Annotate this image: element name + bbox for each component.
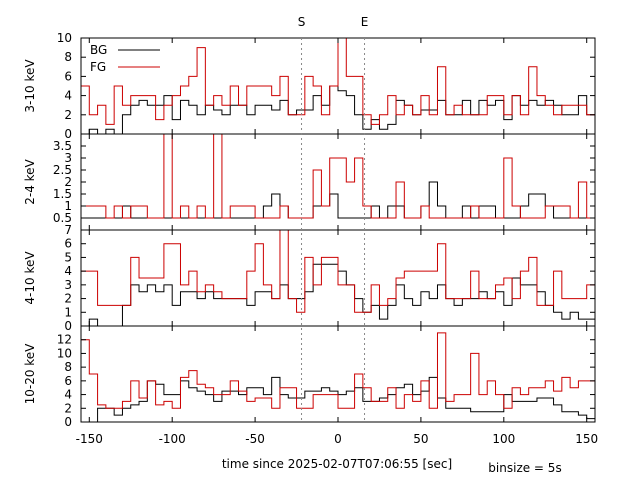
y-tick-label: 6 bbox=[64, 237, 72, 251]
marker-label: E bbox=[361, 15, 369, 29]
y-axis-label: 10-20 keV bbox=[23, 343, 37, 405]
y-tick-label: 6 bbox=[64, 374, 72, 388]
y-tick-label: 0.5 bbox=[53, 211, 72, 225]
y-tick-label: 2.5 bbox=[53, 163, 72, 177]
y-tick-label: 8 bbox=[64, 50, 72, 64]
y-tick-label: 3.5 bbox=[53, 139, 72, 153]
y-tick-label: 2 bbox=[64, 175, 72, 189]
marker-label: S bbox=[298, 15, 306, 29]
y-tick-label: 4 bbox=[64, 89, 72, 103]
panel-1: 0.511.522.533.5 2-4 keV bbox=[23, 133, 596, 231]
x-axis-label: time since 2025-02-07T07:06:55 [sec] bbox=[222, 457, 452, 471]
y-tick-label: 1.5 bbox=[53, 187, 72, 201]
legend-label: BG bbox=[90, 43, 107, 57]
y-tick-label: 12 bbox=[57, 333, 72, 347]
y-tick-label: 7 bbox=[64, 223, 72, 237]
y-axis-label: 4-10 keV bbox=[23, 251, 37, 305]
y-tick-label: 2 bbox=[64, 108, 72, 122]
panel-0: 0 2 4 6 8 10 3-10 keV BG FG bbox=[23, 31, 596, 141]
y-tick-label: 3 bbox=[64, 151, 72, 165]
legend: BG FG bbox=[90, 43, 160, 74]
x-tick-label: 50 bbox=[413, 432, 428, 446]
y-tick-label: 5 bbox=[64, 250, 72, 264]
y-tick-label: 10 bbox=[57, 346, 72, 360]
legend-label: FG bbox=[90, 60, 106, 74]
series-bg-line bbox=[81, 181, 595, 219]
y-tick-label: 8 bbox=[64, 360, 72, 374]
y-tick-label: 2 bbox=[64, 292, 72, 306]
y-tick-label: 6 bbox=[64, 69, 72, 83]
series-fg-line bbox=[81, 230, 595, 313]
y-tick-label: 2 bbox=[64, 401, 72, 415]
y-tick-label: 1 bbox=[64, 199, 72, 213]
series-fg-line bbox=[81, 134, 595, 219]
y-tick-label: 0 bbox=[64, 127, 72, 141]
y-tick-label: 3 bbox=[64, 278, 72, 292]
y-tick-label: 10 bbox=[57, 31, 72, 45]
x-tick-label: -50 bbox=[245, 432, 265, 446]
y-axis-label: 3-10 keV bbox=[23, 59, 37, 113]
x-tick-label: -150 bbox=[76, 432, 103, 446]
series-fg-line bbox=[81, 332, 595, 409]
y-tick-label: 0 bbox=[64, 319, 72, 333]
series-fg-line bbox=[81, 38, 595, 125]
y-tick-label: 1 bbox=[64, 305, 72, 319]
series-bg-line bbox=[81, 85, 595, 134]
x-tick-label: -100 bbox=[159, 432, 186, 446]
y-tick-label: 0 bbox=[64, 415, 72, 429]
y-tick-label: 4 bbox=[64, 264, 72, 278]
x-axis: -150 -100 -50 0 50 100 150 bbox=[76, 432, 598, 446]
x-tick-label: 150 bbox=[575, 432, 598, 446]
x-tick-label: 0 bbox=[334, 432, 342, 446]
binsize-label: binsize = 5s bbox=[488, 461, 561, 475]
y-tick-label: 4 bbox=[64, 388, 72, 402]
y-axis-label: 2-4 keV bbox=[23, 158, 37, 204]
x-tick-label: 100 bbox=[492, 432, 515, 446]
